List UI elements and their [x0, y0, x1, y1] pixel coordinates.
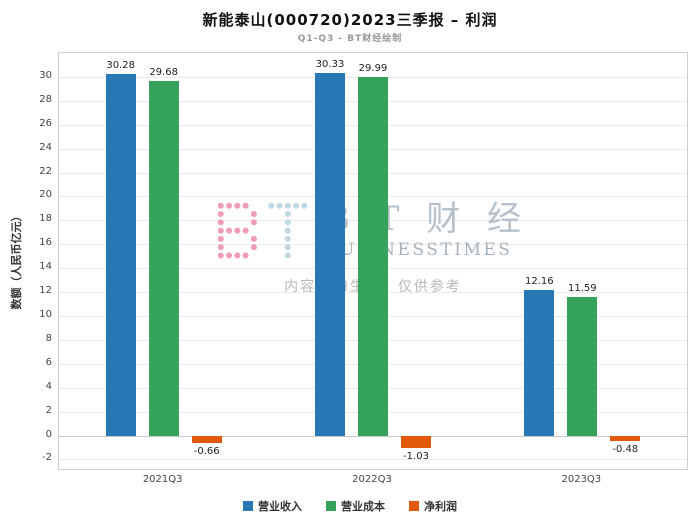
y-tick-label: 28	[39, 93, 52, 105]
y-tick-label: 0	[45, 428, 52, 440]
legend-swatch	[326, 501, 336, 511]
y-tick-label: 6	[45, 356, 52, 368]
legend: 营业收入 营业成本 净利润	[0, 498, 700, 514]
y-tick-label: 14	[39, 261, 52, 273]
value-label: 11.59	[568, 282, 597, 294]
bt-logo-icon	[217, 202, 308, 259]
y-tick-label: 12	[39, 285, 52, 297]
bar-净利润-2021Q3	[191, 435, 222, 444]
legend-item: 营业收入	[243, 498, 302, 514]
bar-营业收入-2022Q3	[315, 72, 345, 436]
value-label: 30.28	[106, 59, 135, 71]
legend-swatch	[409, 501, 419, 511]
value-label: 29.68	[149, 66, 178, 78]
value-label: -1.03	[403, 450, 429, 462]
value-label: 30.33	[315, 58, 345, 70]
y-tick-label: 8	[45, 332, 52, 344]
y-tick-label: 20	[39, 189, 52, 201]
bar-营业成本-2023Q3	[567, 296, 598, 436]
value-label: 29.99	[358, 63, 388, 75]
y-tick-label: -2	[42, 452, 52, 464]
legend-item: 净利润	[409, 498, 457, 514]
gridline	[59, 459, 687, 461]
x-tick-label: 2023Q3	[561, 474, 602, 485]
gridline	[59, 435, 687, 437]
y-tick-label: 4	[45, 380, 52, 392]
bar-营业收入-2023Q3	[524, 290, 555, 436]
plot-area: B T 财 经 BUSINESSTIMES 内容由AI生成，仅供参考 30.28…	[58, 52, 688, 470]
x-tick-label: 2021Q3	[142, 474, 183, 485]
value-label: 12.16	[525, 276, 554, 288]
bar-净利润-2023Q3	[610, 435, 641, 442]
watermark-brand-text: B T 财 经 BUSINESSTIMES	[325, 200, 529, 260]
legend-item: 营业成本	[326, 498, 385, 514]
legend-label: 净利润	[424, 500, 457, 513]
y-tick-label: 16	[39, 237, 52, 249]
legend-swatch	[243, 501, 253, 511]
x-tick-label: 2022Q3	[352, 474, 392, 485]
legend-label: 营业成本	[341, 500, 385, 513]
y-axis-label: 数额（人民币亿元）	[10, 210, 23, 310]
y-tick-label: 2	[45, 404, 52, 416]
bar-营业成本-2022Q3	[358, 77, 388, 436]
bar-营业收入-2021Q3	[105, 73, 136, 436]
chart-title: 新能泰山(000720)2023三季报 – 利润	[202, 11, 498, 29]
chart-subtitle: Q1-Q3 - BT财经绘制	[297, 34, 403, 44]
y-tick-label: 30	[39, 69, 52, 81]
y-tick-label: 10	[39, 308, 52, 320]
y-tick-label: 26	[39, 117, 52, 129]
legend-label: 营业收入	[258, 500, 302, 513]
y-tick-label: 22	[39, 165, 52, 177]
value-label: -0.48	[612, 444, 639, 456]
y-tick-label: 24	[39, 141, 52, 153]
bar-净利润-2022Q3	[401, 435, 431, 448]
bar-营业成本-2021Q3	[148, 80, 179, 436]
value-label: -0.66	[193, 446, 220, 458]
y-tick-label: 18	[39, 213, 52, 225]
